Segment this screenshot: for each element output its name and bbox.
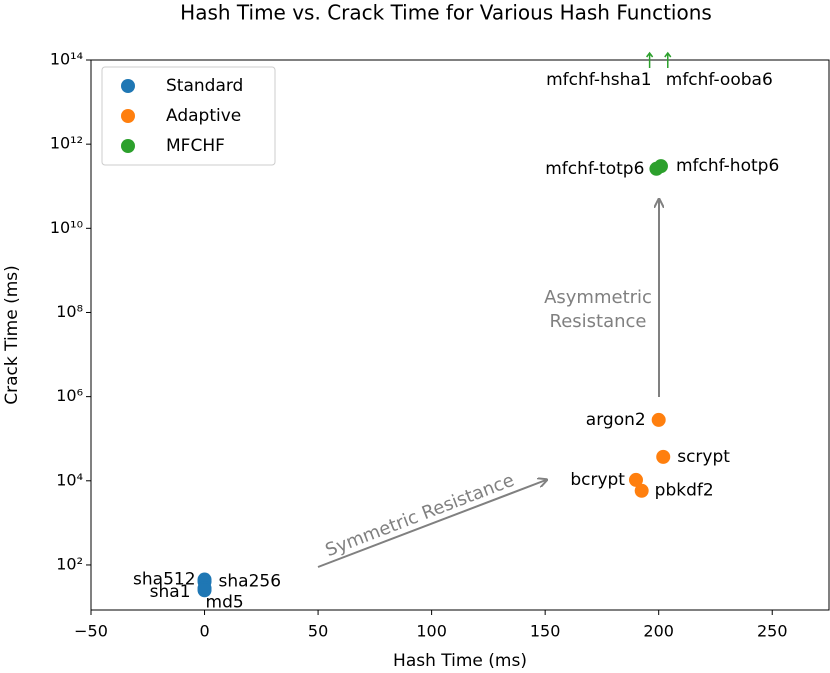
- y-tick-label: 10¹⁰: [50, 218, 83, 237]
- off-scale-arrow: [664, 51, 672, 68]
- point: [197, 583, 212, 598]
- point-label: mfchf-hsha1: [546, 70, 652, 90]
- point-label: sha256: [219, 572, 281, 592]
- point-label: scrypt: [677, 447, 730, 467]
- x-tick-label: 0: [199, 622, 209, 641]
- plot-frame: [90, 59, 830, 611]
- chart-title: Hash Time vs. Crack Time for Various Has…: [180, 1, 712, 25]
- x-tick-label: 200: [643, 622, 674, 641]
- legend-marker: [121, 139, 135, 153]
- point: [628, 472, 643, 487]
- point-label: mfchf-hotp6: [676, 156, 779, 176]
- x-tick-label: −50: [74, 622, 108, 641]
- y-tick-label: 10²: [56, 554, 83, 573]
- x-axis-label: Hash Time (ms): [393, 651, 527, 671]
- y-tick-label: 10⁶: [56, 386, 83, 405]
- point: [651, 412, 666, 427]
- point-label: argon2: [586, 410, 646, 430]
- legend-label: Standard: [166, 76, 243, 96]
- y-tick-label: 10⁴: [56, 470, 83, 489]
- y-tick-label: 10⁸: [56, 302, 83, 321]
- point-label: bcrypt: [570, 470, 625, 490]
- point-label: pbkdf2: [655, 481, 714, 501]
- legend-label: Adaptive: [166, 106, 241, 126]
- x-tick-label: 50: [308, 622, 328, 641]
- x-tick-label: 100: [416, 622, 447, 641]
- x-tick-label: 150: [530, 622, 561, 641]
- legend-marker: [121, 109, 135, 123]
- legend: [101, 66, 276, 166]
- point-label: mfchf-ooba6: [666, 70, 773, 90]
- point: [656, 449, 671, 464]
- legend-marker: [121, 79, 135, 93]
- point-label: sha512: [133, 570, 196, 590]
- point: [653, 159, 668, 174]
- y-tick-label: 10¹²: [50, 134, 83, 153]
- annotation-arrow: [317, 480, 546, 568]
- point-label: mfchf-totp6: [545, 159, 644, 179]
- off-scale-arrow: [646, 51, 654, 68]
- y-axis-label: Crack Time (ms): [2, 265, 22, 405]
- point: [634, 483, 649, 498]
- x-tick-label: 250: [757, 622, 788, 641]
- legend-label: MFCHF: [166, 136, 225, 156]
- y-tick-label: 10¹⁴: [50, 50, 83, 69]
- point-label: sha1: [150, 582, 191, 602]
- annotation: Asymmetric Resistance: [544, 287, 652, 332]
- point-label: md5: [206, 592, 244, 612]
- annotation: Symmetric Resistance: [323, 470, 518, 561]
